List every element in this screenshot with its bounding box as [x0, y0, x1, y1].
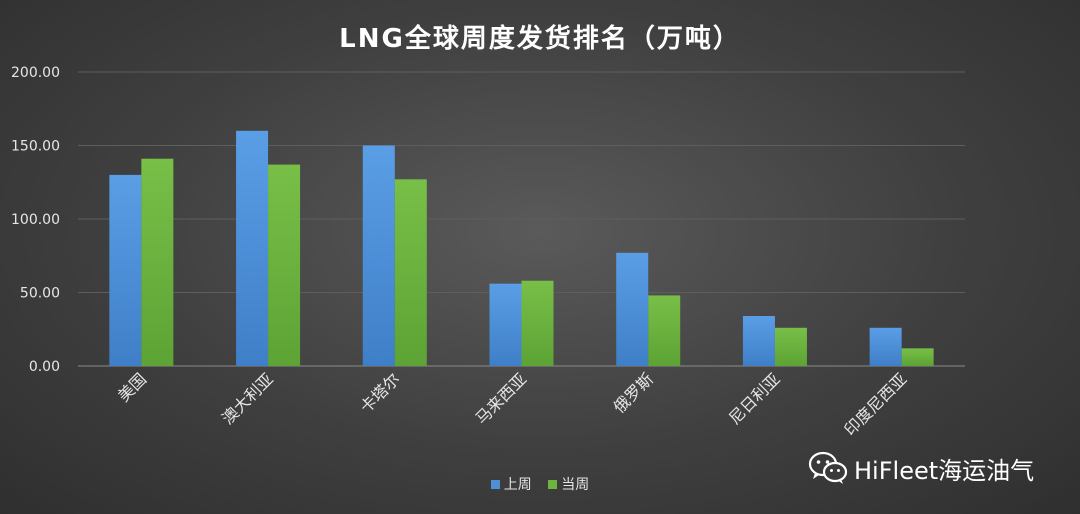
bar-this-week [141, 158, 174, 366]
legend-swatch-last-week [490, 479, 500, 489]
x-category-label: 澳大利亚 [218, 369, 277, 428]
bar-this-week [394, 179, 427, 366]
bar-last-week [869, 327, 902, 366]
legend: 上周 当周 [0, 474, 1080, 494]
x-axis-labels: 美国 澳大利亚 卡塔尔 马来西亚 俄罗斯 尼日利亚 印度尼西亚 [114, 369, 910, 439]
y-axis-ticks: 0.00 50.00 100.00 150.00 200.00 [11, 65, 60, 375]
y-tick-label: 100.00 [11, 212, 60, 228]
chart-title: LNG全球周度发货排名（万吨） [339, 24, 741, 54]
y-tick-label: 150.00 [11, 139, 60, 155]
legend-swatch-this-week [548, 479, 558, 489]
bars [109, 130, 934, 366]
y-tick-label: 50.00 [20, 286, 60, 302]
bar-last-week [742, 316, 775, 366]
legend-item-this-week: 当周 [548, 474, 589, 494]
wechat-icon [808, 451, 848, 484]
x-category-label: 尼日利亚 [725, 369, 784, 428]
x-category-label: 卡塔尔 [356, 369, 403, 416]
watermark: HiFleet海运油气 [808, 450, 1034, 486]
y-tick-label: 0.00 [29, 359, 60, 375]
x-category-label: 马来西亚 [472, 369, 531, 428]
bar-this-week [648, 295, 681, 366]
x-category-label: 俄罗斯 [610, 369, 657, 416]
bar-last-week [236, 130, 269, 366]
bar-this-week [521, 280, 554, 366]
watermark-text: HiFleet海运油气 [854, 456, 1035, 485]
y-tick-label: 200.00 [11, 65, 60, 81]
bar-last-week [616, 252, 649, 366]
legend-item-last-week: 上周 [490, 474, 532, 494]
bar-last-week [489, 283, 522, 366]
x-category-label: 美国 [114, 369, 150, 405]
bar-this-week [774, 327, 807, 366]
legend-label-this-week: 当周 [561, 477, 590, 493]
x-category-label: 印度尼西亚 [840, 369, 910, 439]
bar-last-week [362, 145, 395, 366]
bar-this-week [268, 164, 301, 366]
bar-last-week [109, 174, 142, 366]
legend-label-last-week: 上周 [503, 477, 532, 493]
bar-this-week [901, 348, 934, 366]
